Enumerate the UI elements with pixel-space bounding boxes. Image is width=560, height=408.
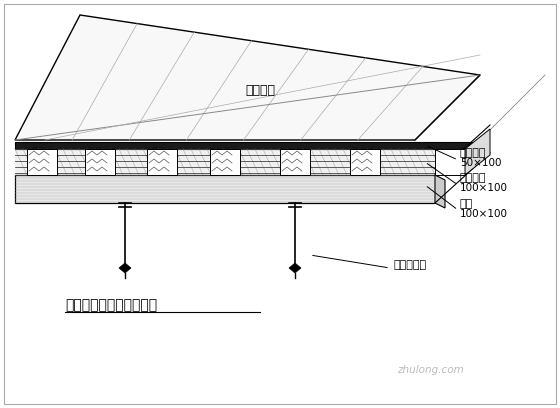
Polygon shape <box>119 263 131 273</box>
Text: 补缝木条: 补缝木条 <box>460 148 487 158</box>
Polygon shape <box>15 149 435 175</box>
Text: zhulong.com: zhulong.com <box>396 365 463 375</box>
Polygon shape <box>27 149 57 175</box>
Text: 100×100: 100×100 <box>460 183 508 193</box>
Polygon shape <box>15 175 435 203</box>
Text: 100×100: 100×100 <box>460 209 508 219</box>
Polygon shape <box>350 149 380 175</box>
Polygon shape <box>435 149 465 175</box>
Polygon shape <box>435 175 445 208</box>
Text: 楼面早拆体系支模示意图: 楼面早拆体系支模示意图 <box>65 298 157 312</box>
Text: 次梁木方: 次梁木方 <box>460 173 487 183</box>
Text: 50×100: 50×100 <box>460 158 502 168</box>
Polygon shape <box>289 263 301 273</box>
Polygon shape <box>280 149 310 175</box>
Polygon shape <box>210 149 240 175</box>
Text: 可调早拆头: 可调早拆头 <box>393 260 426 270</box>
Polygon shape <box>85 149 115 175</box>
Polygon shape <box>147 149 177 175</box>
Polygon shape <box>15 15 480 140</box>
Text: 竹胶合板: 竹胶合板 <box>245 84 275 97</box>
Polygon shape <box>465 129 490 175</box>
Polygon shape <box>15 142 480 149</box>
Text: 主梁: 主梁 <box>460 199 473 209</box>
